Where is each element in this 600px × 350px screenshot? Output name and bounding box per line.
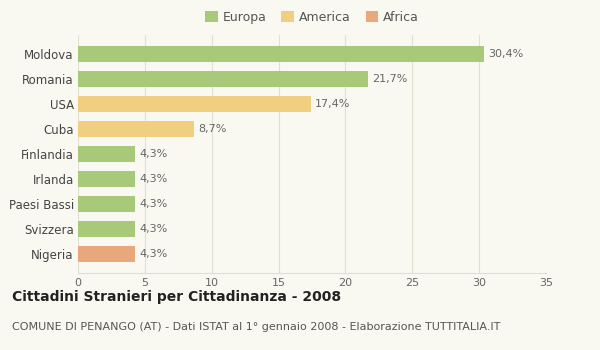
Text: 8,7%: 8,7%: [199, 124, 227, 134]
Text: 4,3%: 4,3%: [140, 149, 168, 159]
Text: 4,3%: 4,3%: [140, 174, 168, 184]
Text: 21,7%: 21,7%: [372, 74, 407, 84]
Legend: Europa, America, Africa: Europa, America, Africa: [205, 11, 419, 24]
Text: 4,3%: 4,3%: [140, 199, 168, 209]
Text: 17,4%: 17,4%: [314, 99, 350, 109]
Bar: [78, 171, 136, 187]
Text: 4,3%: 4,3%: [140, 224, 168, 234]
Bar: [78, 71, 368, 87]
Text: 30,4%: 30,4%: [488, 49, 524, 59]
Bar: [78, 46, 484, 62]
Bar: [78, 196, 136, 212]
Bar: [78, 221, 136, 237]
Bar: [78, 96, 311, 112]
Bar: [78, 246, 136, 262]
Text: Cittadini Stranieri per Cittadinanza - 2008: Cittadini Stranieri per Cittadinanza - 2…: [12, 290, 341, 304]
Bar: [78, 121, 194, 137]
Bar: [78, 146, 136, 162]
Text: COMUNE DI PENANGO (AT) - Dati ISTAT al 1° gennaio 2008 - Elaborazione TUTTITALIA: COMUNE DI PENANGO (AT) - Dati ISTAT al 1…: [12, 322, 500, 332]
Text: 4,3%: 4,3%: [140, 249, 168, 259]
